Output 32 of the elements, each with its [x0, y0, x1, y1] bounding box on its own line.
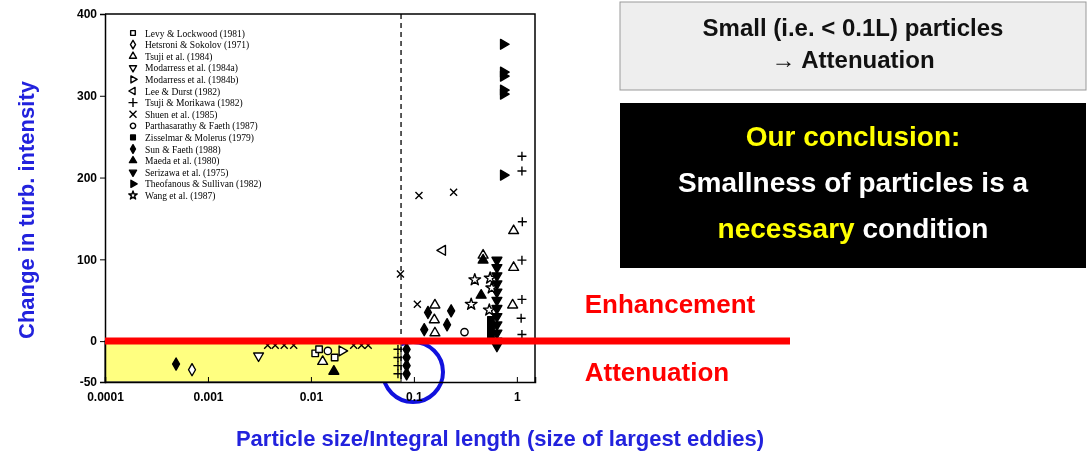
legend-label: Tsuji et al. (1984): [145, 51, 213, 63]
legend-label: Shuen et al. (1985): [145, 109, 218, 121]
text: Our conclusion: Smallness of particles is a necessary condition: [677, 121, 1029, 244]
x-tick-label: 0.1: [406, 389, 424, 404]
legend-label: Zisselmar & Molerus (1979): [145, 132, 254, 144]
y-tick-label: -50: [79, 375, 98, 390]
y-axis-title: Change in turb. intensity: [14, 80, 39, 339]
y-tick-label: 300: [76, 89, 98, 104]
legend-label: Wang et al. (1987): [145, 190, 216, 202]
legend-label: Levy & Lockwood (1981): [145, 28, 245, 40]
text: Attenuation: [584, 357, 730, 387]
legend-label: Hetsroni & Sokolov (1971): [145, 40, 250, 52]
legend-label: Modarress et al. (1984b): [145, 74, 239, 86]
legend-label: Serizawa et al. (1975): [145, 167, 229, 179]
legend-label: Modarress et al. (1984a): [145, 63, 238, 75]
x-axis-title: Particle size/Integral length (size of largest eddies): [235, 426, 765, 451]
x-tick-label: 0.0001: [87, 389, 125, 404]
legend-label: Theofanous & Sullivan (1982): [145, 179, 262, 191]
y-tick-label: 400: [76, 7, 98, 22]
x-tick-label: 1: [514, 389, 522, 404]
y-tick-label: 100: [76, 252, 98, 267]
y-tick-label: 200: [76, 170, 98, 185]
legend-label: Tsuji & Morikawa (1982): [145, 98, 243, 110]
legend-label: Lee & Durst (1982): [145, 86, 221, 98]
legend-label: Maeda et al. (1980): [145, 156, 220, 168]
x-tick-label: 0.001: [193, 389, 224, 404]
text: Small (i.e. < 0.1L) particles → Attenuation: [702, 14, 1004, 73]
legend-label: Sun & Faeth (1988): [145, 144, 221, 156]
x-tick-label: 0.01: [299, 389, 324, 404]
y-tick-label: 0: [90, 334, 98, 349]
ref-line-label: Enhancement: [584, 289, 756, 320]
legend-label: Parthasarathy & Faeth (1987): [145, 121, 258, 133]
